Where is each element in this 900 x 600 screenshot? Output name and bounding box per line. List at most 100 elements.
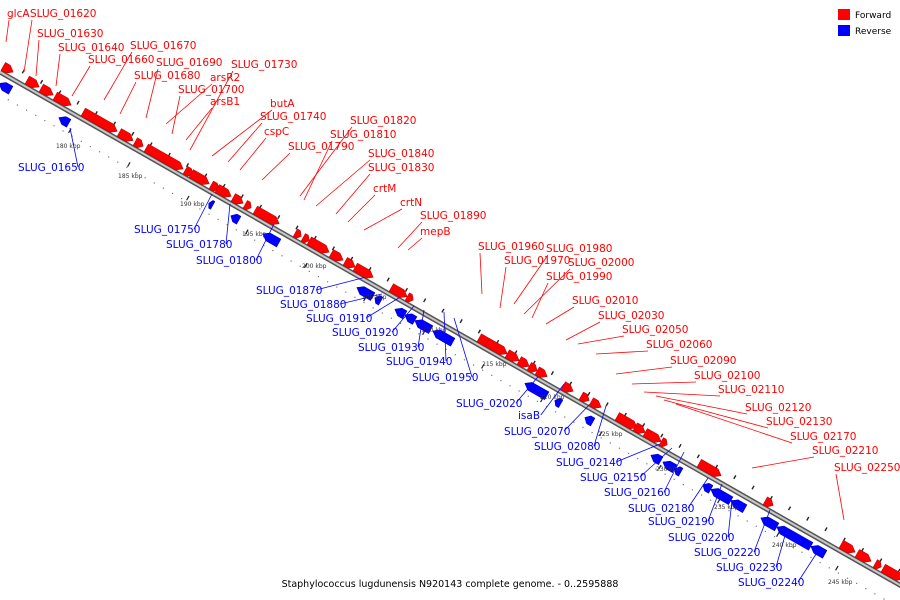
leader-mepb (407, 237, 423, 251)
forward-gene-arrow (516, 356, 530, 368)
leader-slug-01820 (299, 126, 353, 197)
minor-tick (582, 426, 584, 429)
scale-label-225-kbp: 225 kbp (598, 431, 623, 438)
legend-reverse-swatch (838, 25, 850, 36)
minor-tick (728, 510, 730, 512)
forward-gene-arrow (534, 366, 548, 378)
leader-slug-01920 (391, 305, 415, 333)
minor-tick (162, 187, 165, 189)
minor-tick (44, 119, 46, 122)
leader-slug-01620 (23, 19, 33, 73)
reverse-gene-arrow (776, 525, 814, 551)
minor-tick (673, 478, 675, 481)
leader-slug-02220 (753, 509, 771, 553)
tick-mark (733, 475, 737, 480)
minor-tick (682, 484, 684, 486)
leader-slug-02110 (643, 391, 721, 397)
minor-tick (600, 437, 602, 439)
gene-label-slug-01790: SLUG_01790 (288, 141, 354, 153)
forward-gene-arrow (504, 349, 520, 362)
forward-gene-arrow (0, 62, 14, 74)
leader-slug-02170 (675, 403, 793, 444)
forward-gene-arrow (132, 137, 144, 149)
leader-slug-01660 (71, 65, 91, 97)
gene-label-glca: glcA (7, 8, 30, 20)
minor-tick (746, 520, 748, 522)
leader-cspc (239, 137, 267, 171)
reverse-gene-arrow (760, 516, 780, 532)
gene-label-slug-01910: SLUG_01910 (306, 313, 372, 325)
minor-tick (71, 135, 73, 137)
forward-gene-arrow (188, 169, 210, 185)
reverse-gene-arrow (262, 232, 282, 248)
minor-tick (865, 588, 867, 590)
tick-mark (806, 516, 810, 521)
tick-marks (7, 69, 900, 600)
leader-slug-02140 (615, 443, 661, 463)
leader-slug-01890 (397, 221, 423, 249)
minor-tick (874, 593, 876, 595)
minor-tick (35, 114, 37, 116)
scale-labels: 180 kbp 185 kbp 190 kbp 195 kbp 200 kbp 205 k… (56, 143, 853, 586)
minor-tick (691, 489, 694, 491)
leader-slug-02050 (577, 335, 625, 345)
minor-tick (226, 223, 228, 226)
tick-mark (550, 371, 554, 376)
reverse-gene-arrow (0, 82, 14, 95)
leader-isab (540, 383, 565, 416)
minor-tick (828, 567, 830, 569)
gene-label-slug-01990: SLUG_01990 (546, 271, 612, 283)
leader-slug-01750 (193, 193, 213, 230)
minor-tick (235, 229, 237, 231)
scale-label-235-kbp: 235 kbp (714, 504, 739, 511)
minor-tick (317, 276, 320, 278)
scale-label-215-kbp: 215 kbp (482, 361, 507, 368)
minor-tick (509, 385, 511, 387)
reverse-gene-arrow (524, 382, 550, 401)
scale-label-205-kbp: 205 kbp (362, 294, 387, 301)
leader-arsr2 (165, 83, 213, 125)
major-tick (835, 565, 839, 571)
minor-tick (646, 463, 648, 465)
gene-label-slug-02230: SLUG_02230 (716, 562, 782, 574)
gene-label-buta: butA (270, 98, 295, 110)
scale-label-200-kbp: 200 kbp (302, 263, 327, 270)
tick-mark (277, 215, 281, 220)
tick-mark (787, 506, 792, 511)
genes (0, 62, 900, 581)
legend-reverse-label: Reverse (855, 27, 892, 37)
reverse-gene-arrow (584, 415, 596, 427)
forward-gene-arrow (696, 458, 722, 477)
minor-tick (281, 255, 283, 257)
minor-tick (381, 312, 383, 314)
leader-crtm (347, 194, 376, 223)
leader-slug-01700 (171, 95, 181, 135)
scale-label-230-kbp: 230 kbp (656, 466, 681, 473)
scale-label-195-kbp: 195 kbp (242, 231, 267, 238)
reverse-gene-arrow (394, 307, 408, 320)
forward-gene-arrow (292, 228, 302, 239)
tick-mark (386, 277, 390, 282)
minor-tick (244, 234, 247, 236)
leader-slug-02000 (523, 268, 571, 315)
gene-label-slug-01780: SLUG_01780 (166, 239, 232, 251)
minor-tick (609, 442, 611, 444)
gene-label-slug-02160: SLUG_02160 (604, 487, 670, 499)
leader-slug-02250 (835, 473, 845, 521)
legend-forward-label: Forward (855, 11, 891, 21)
gene-label-slug-01930: SLUG_01930 (358, 342, 424, 354)
gene-label-slug-01640: SLUG_01640 (58, 42, 124, 54)
gene-label-slug-01680: SLUG_01680 (134, 70, 200, 82)
minor-tick (299, 265, 301, 267)
leader-slug-01870 (315, 275, 371, 291)
minor-tick (755, 525, 757, 527)
major-tick (127, 161, 131, 167)
gene-label-slug-01690: SLUG_01690 (156, 57, 222, 69)
leader-glca (5, 19, 10, 43)
forward-gene-arrow (632, 422, 646, 434)
forward-gene-arrow (328, 249, 344, 262)
minor-tick (89, 145, 92, 148)
gene-label-slug-02070: SLUG_02070 (504, 426, 570, 438)
minor-tick (545, 406, 548, 408)
